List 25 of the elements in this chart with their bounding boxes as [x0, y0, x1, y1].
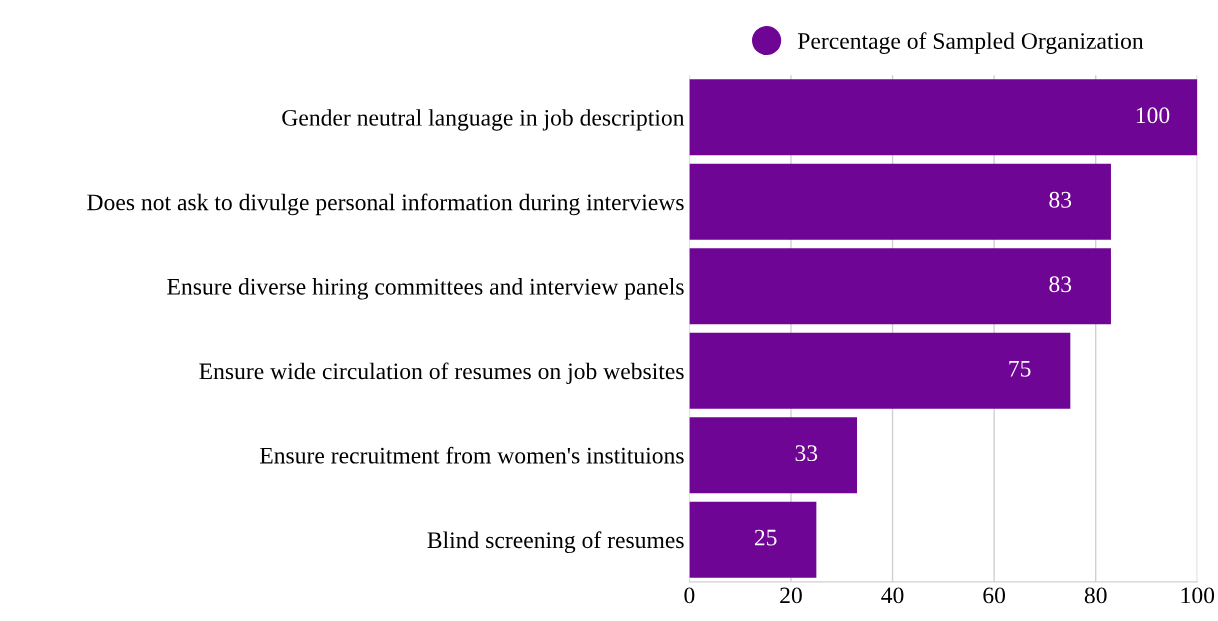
bar: [689, 417, 857, 494]
x-tick-label: 60: [983, 587, 1006, 604]
x-tick-label: 40: [881, 587, 904, 604]
y-tick-label: Does not ask to divulge personal information during interviews: [87, 193, 684, 216]
bar: [689, 501, 817, 578]
data-label: 83: [1049, 191, 1072, 208]
data-label: 75: [1009, 360, 1031, 377]
bar: [689, 248, 1111, 325]
x-tick-label: 100: [1181, 587, 1215, 604]
x-tick-label: 20: [780, 587, 802, 604]
x-tick-label: 80: [1084, 587, 1107, 604]
bar: [689, 79, 1198, 156]
y-tick-label: Ensure wide circulation of resumes on job websites: [199, 362, 684, 385]
y-tick-label: Ensure diverse hiring committees and interview panels: [167, 278, 684, 300]
bar: [689, 163, 1111, 240]
bar: [689, 332, 1071, 409]
data-label: 83: [1049, 276, 1072, 293]
y-tick-label: Ensure recruitment from women's instituions: [259, 446, 684, 464]
x-tick-label: 0: [684, 587, 695, 604]
y-tick-label: Gender neutral language in job description: [282, 109, 685, 131]
data-label: 100: [1136, 107, 1170, 124]
legend-label: Percentage of Sampled Organization: [797, 32, 1144, 54]
data-label: 25: [754, 529, 777, 546]
data-label: 33: [795, 445, 818, 462]
y-tick-label: Blind screening of resumes: [427, 531, 684, 554]
